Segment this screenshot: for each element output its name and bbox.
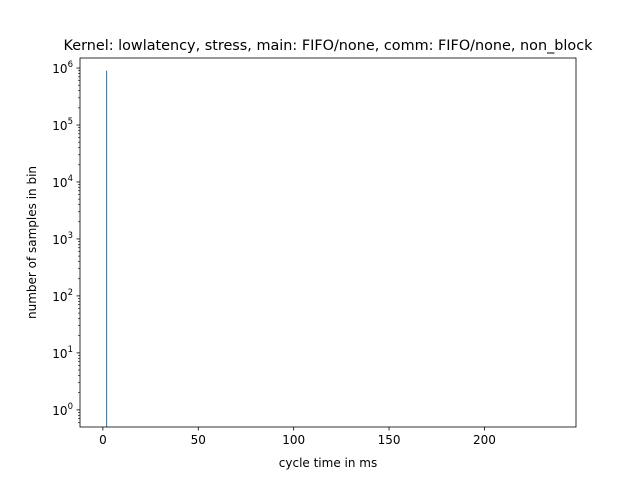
x-tick-label: 200 — [473, 433, 496, 447]
plot-area — [80, 58, 576, 427]
y-tick-label: 103 — [52, 231, 73, 247]
y-tick-label: 102 — [52, 288, 73, 304]
y-tick-label: 104 — [52, 174, 73, 190]
x-tick-label: 150 — [378, 433, 401, 447]
x-axis-ticks: 0 50 100 150 200 — [99, 427, 496, 447]
y-tick-label: 100 — [52, 402, 73, 418]
x-tick-label: 50 — [191, 433, 206, 447]
histogram-bar — [106, 70, 108, 427]
x-tick-label: 0 — [99, 433, 107, 447]
x-tick-label: 100 — [282, 433, 305, 447]
y-axis-label: number of samples in bin — [25, 166, 39, 319]
histogram-bars — [106, 70, 108, 427]
y-tick-label: 101 — [52, 345, 73, 361]
y-axis-ticks: 100 101 102 103 104 105 106 — [52, 60, 80, 423]
y-tick-label: 106 — [52, 60, 73, 76]
x-axis-label: cycle time in ms — [279, 456, 377, 470]
plot-frame — [79, 57, 577, 428]
y-tick-label: 105 — [52, 117, 73, 133]
chart-title: Kernel: lowlatency, stress, main: FIFO/n… — [64, 38, 594, 54]
